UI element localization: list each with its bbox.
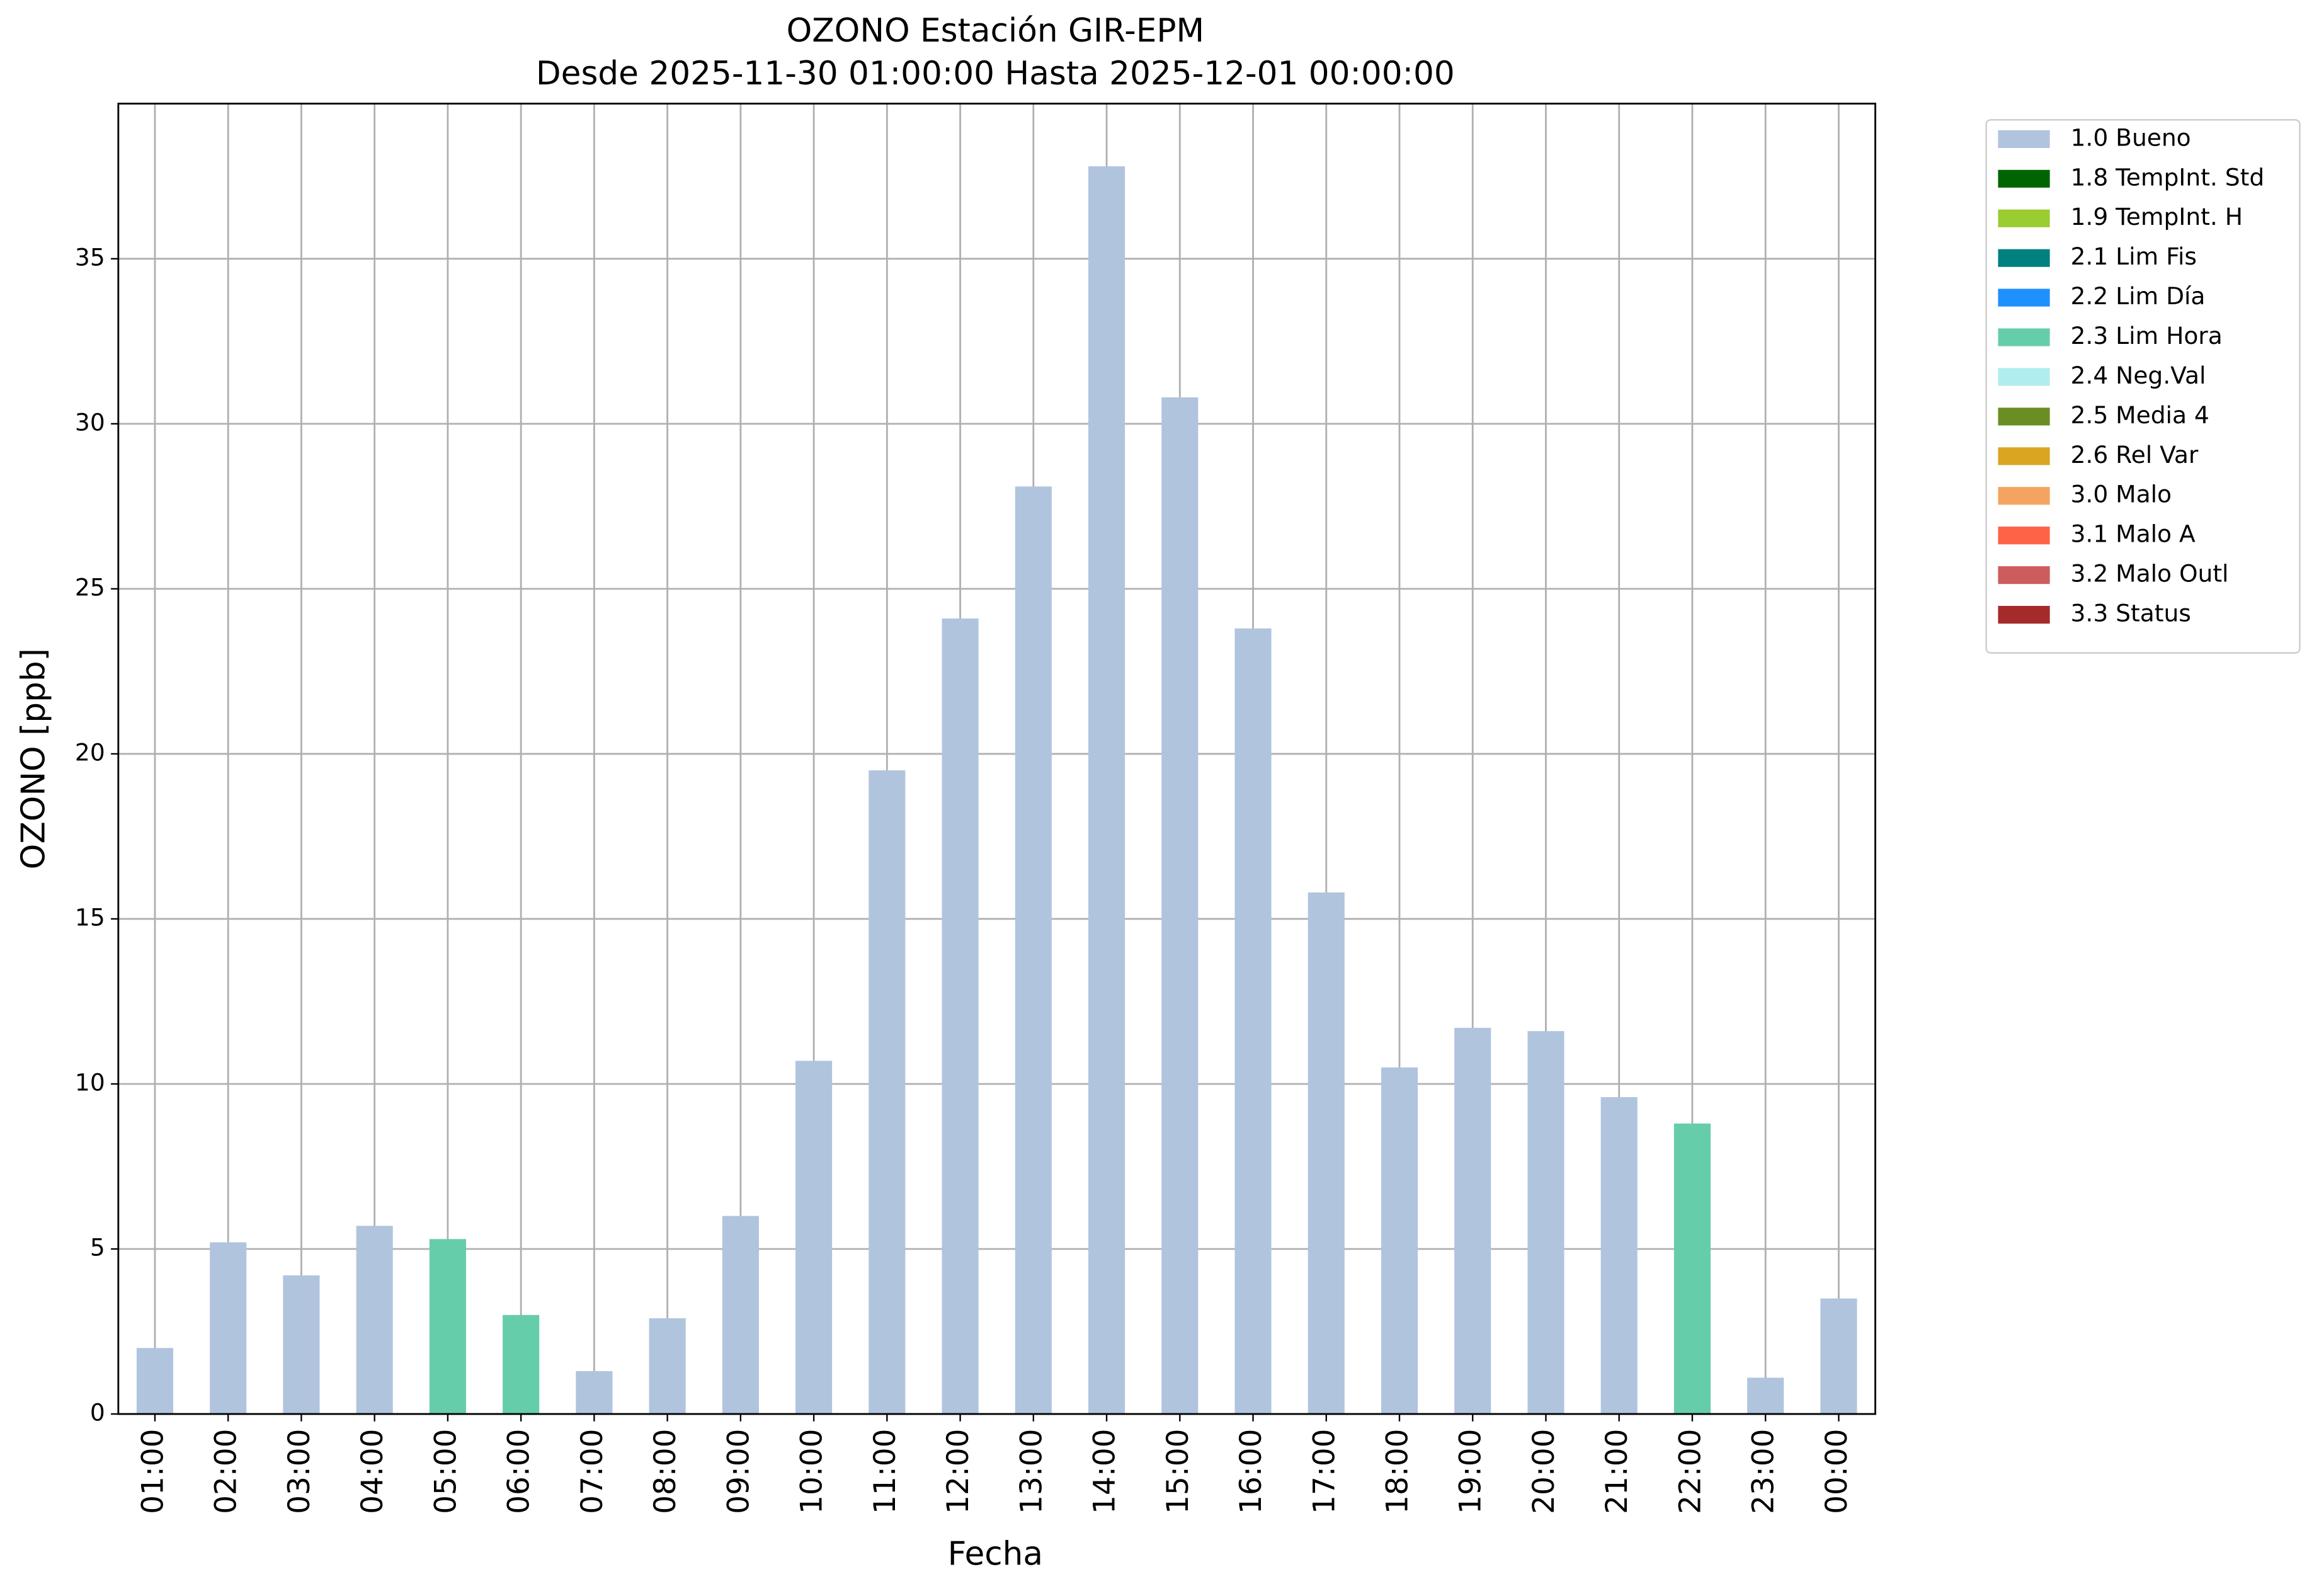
bar — [1673, 1123, 1711, 1415]
bar — [1454, 1027, 1491, 1415]
legend-label: 3.1 Malo A — [2071, 520, 2196, 548]
y-tick-label: 35 — [75, 243, 105, 271]
legend-swatch — [1998, 408, 2050, 426]
x-tick-label: 01:00 — [135, 1429, 170, 1514]
x-tick-label: 07:00 — [575, 1429, 610, 1514]
bar — [356, 1226, 393, 1415]
x-tick-label: 23:00 — [1746, 1429, 1781, 1514]
legend-swatch — [1998, 566, 2050, 584]
bar — [1527, 1031, 1564, 1415]
bar — [1308, 892, 1345, 1415]
legend-label: 1.9 TempInt. H — [2071, 203, 2243, 231]
y-tick-label: 15 — [75, 903, 105, 931]
y-tick-label: 30 — [75, 408, 105, 436]
y-tick-label: 5 — [90, 1234, 105, 1262]
bar — [795, 1061, 833, 1415]
legend-swatch — [1998, 209, 2050, 227]
y-tick-label: 10 — [75, 1068, 105, 1096]
bar — [1161, 397, 1199, 1415]
x-tick-label: 08:00 — [648, 1429, 683, 1514]
legend-box — [1985, 119, 2301, 654]
bar — [1234, 628, 1272, 1415]
y-tick-label: 25 — [75, 573, 105, 601]
bar — [283, 1275, 320, 1415]
x-tick-label: 11:00 — [868, 1429, 903, 1514]
chart-subtitle: Desde 2025-11-30 01:00:00 Hasta 2025-12-… — [536, 55, 1455, 93]
legend-label: 2.6 Rel Var — [2071, 441, 2199, 469]
legend-label: 3.0 Malo — [2071, 481, 2172, 508]
x-tick-label: 14:00 — [1088, 1429, 1122, 1514]
legend-label: 3.3 Status — [2071, 600, 2191, 627]
bar — [1381, 1067, 1418, 1415]
legend-swatch — [1998, 487, 2050, 505]
x-tick-label: 18:00 — [1380, 1429, 1415, 1514]
x-tick-label: 09:00 — [721, 1429, 756, 1514]
y-tick-label: 20 — [75, 738, 105, 766]
legend-label: 2.1 Lim Fis — [2071, 242, 2197, 270]
x-tick-label: 13:00 — [1014, 1429, 1049, 1514]
bar — [136, 1348, 174, 1415]
legend-label: 2.3 Lim Hora — [2071, 322, 2223, 350]
x-tick-label: 17:00 — [1307, 1429, 1342, 1514]
bar — [942, 618, 979, 1415]
bar — [649, 1318, 686, 1415]
legend-label: 1.8 TempInt. Std — [2071, 163, 2265, 191]
bar — [576, 1371, 613, 1415]
bar — [1088, 166, 1125, 1415]
x-tick-label: 03:00 — [282, 1429, 317, 1514]
x-tick-label: 21:00 — [1600, 1429, 1634, 1514]
plot-frame — [117, 103, 1876, 1415]
legend-label: 1.0 Bueno — [2071, 123, 2191, 151]
legend-swatch — [1998, 288, 2050, 307]
x-tick-label: 05:00 — [428, 1429, 463, 1514]
bar — [1015, 486, 1052, 1415]
x-tick-label: 19:00 — [1454, 1429, 1488, 1514]
legend-swatch — [1998, 605, 2050, 624]
x-tick-label: 16:00 — [1234, 1429, 1268, 1514]
bar — [503, 1314, 540, 1415]
x-tick-label: 00:00 — [1820, 1429, 1854, 1514]
legend-swatch — [1998, 527, 2050, 545]
bar — [869, 770, 906, 1415]
legend-label: 3.2 Malo Outl — [2071, 560, 2229, 588]
x-tick-label: 15:00 — [1161, 1429, 1195, 1514]
chart-title: OZONO Estación GIR-EPM — [787, 12, 1204, 50]
x-tick-label: 06:00 — [502, 1429, 537, 1514]
x-tick-label: 12:00 — [941, 1429, 976, 1514]
legend-swatch — [1998, 447, 2050, 465]
x-tick-label: 22:00 — [1673, 1429, 1707, 1514]
x-tick-label: 04:00 — [355, 1429, 390, 1514]
y-axis-label: OZONO [ppb] — [14, 648, 52, 869]
legend-swatch — [1998, 368, 2050, 386]
legend-swatch — [1998, 328, 2050, 346]
bar — [1820, 1298, 1857, 1415]
bar — [1600, 1097, 1638, 1415]
bar — [210, 1242, 247, 1415]
legend-swatch — [1998, 130, 2050, 148]
x-tick-label: 10:00 — [795, 1429, 829, 1514]
legend-label: 2.2 Lim Día — [2071, 282, 2206, 310]
bar — [429, 1239, 466, 1415]
legend-swatch — [1998, 249, 2050, 267]
legend-label: 2.5 Media 4 — [2071, 401, 2209, 429]
x-tick-label: 20:00 — [1527, 1429, 1561, 1514]
x-tick-label: 02:00 — [209, 1429, 244, 1514]
bar — [1747, 1377, 1784, 1415]
legend-swatch — [1998, 169, 2050, 188]
x-axis-label: Fecha — [948, 1535, 1043, 1573]
y-tick-label: 0 — [90, 1399, 105, 1427]
legend-label: 2.4 Neg.Val — [2071, 362, 2206, 389]
bar — [722, 1216, 759, 1415]
